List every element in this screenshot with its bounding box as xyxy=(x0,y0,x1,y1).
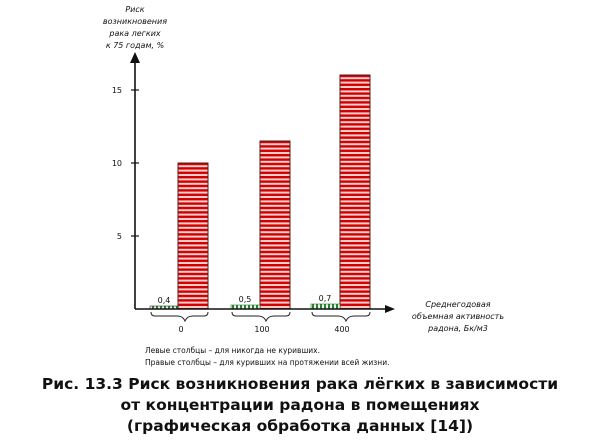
data-label: 0,7 xyxy=(319,294,332,303)
bar-smokers-100 xyxy=(259,140,291,310)
figure-caption: Рис. 13.3 Риск возникновения рака лёгких… xyxy=(0,374,600,437)
caption-line: от концентрации радона в помещениях xyxy=(120,396,480,414)
y-axis-label-line: к 75 годам, % xyxy=(105,41,165,50)
legend-note-left: Левые столбцы – для никогда не куривших. xyxy=(145,346,321,355)
data-label: 0,5 xyxy=(239,295,252,304)
category-brace xyxy=(150,311,209,323)
category-label: 0 xyxy=(178,325,183,334)
y-tick-label: 5 xyxy=(117,232,122,241)
y-axis-label: Риск возникновения рака легких к 75 года… xyxy=(95,4,175,52)
y-axis-label-line: возникновения xyxy=(102,17,168,26)
x-axis-arrow-icon xyxy=(385,305,395,313)
category-brace xyxy=(311,311,371,323)
category-label: 100 xyxy=(254,325,269,334)
bar-smokers-400 xyxy=(339,74,371,310)
x-axis-label-line: Среднегодовая xyxy=(425,300,491,309)
category-label: 400 xyxy=(334,325,349,334)
y-axis-label-line: Риск xyxy=(125,5,145,14)
bar-smokers-0 xyxy=(177,162,209,310)
caption-line: (графическая обработка данных [14]) xyxy=(126,417,474,435)
x-axis-label-line: радона, Бк/м3 xyxy=(428,324,488,333)
data-label: 0,4 xyxy=(158,296,171,305)
bar-chart: 5 10 15 0,4 0,5 0,7 0 100 400 xyxy=(112,52,395,334)
x-axis-label-line: объемная активность xyxy=(411,312,505,321)
y-tick-label: 15 xyxy=(112,86,122,95)
legend-note-right: Правые столбцы – для куривших на протяже… xyxy=(145,358,390,367)
y-axis-label-line: рака легких xyxy=(109,29,161,38)
category-brace xyxy=(231,311,291,323)
y-axis-arrow-icon xyxy=(130,52,140,63)
caption-line: Рис. 13.3 Риск возникновения рака лёгких… xyxy=(41,375,559,393)
y-tick-label: 10 xyxy=(112,159,122,168)
x-axis-label: Среднегодовая объемная активность радона… xyxy=(398,299,518,335)
